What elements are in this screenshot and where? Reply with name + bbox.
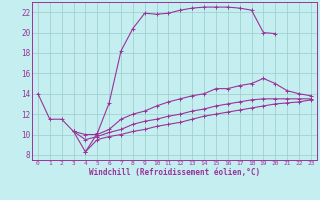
X-axis label: Windchill (Refroidissement éolien,°C): Windchill (Refroidissement éolien,°C) bbox=[89, 168, 260, 177]
